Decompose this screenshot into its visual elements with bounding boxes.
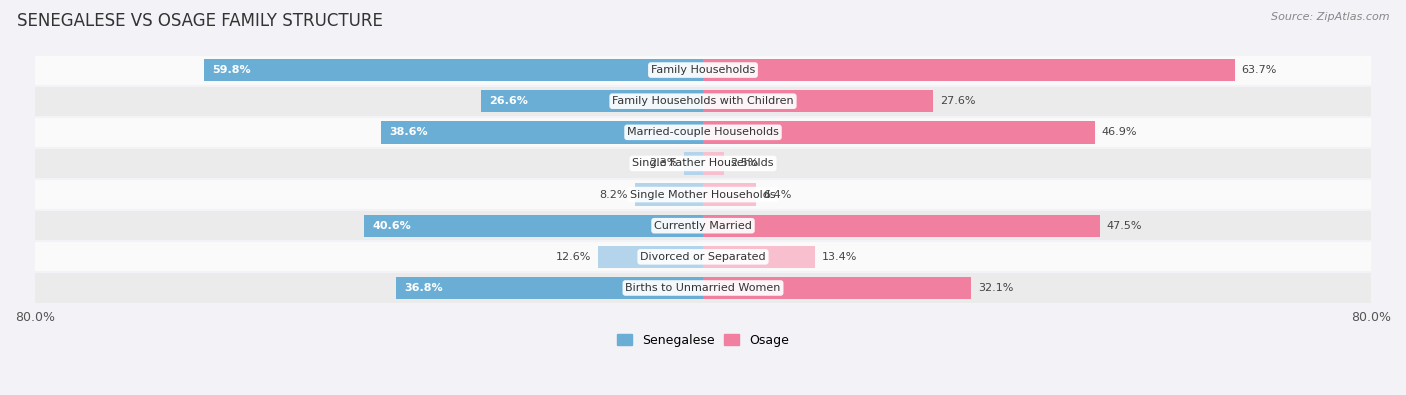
Text: SENEGALESE VS OSAGE FAMILY STRUCTURE: SENEGALESE VS OSAGE FAMILY STRUCTURE [17,12,382,30]
Bar [35,148,1371,179]
Text: Source: ZipAtlas.com: Source: ZipAtlas.com [1271,12,1389,22]
Bar [35,210,1371,241]
Bar [381,121,703,143]
Text: Family Households: Family Households [651,65,755,75]
Text: 36.8%: 36.8% [404,283,443,293]
Text: 63.7%: 63.7% [1241,65,1277,75]
Bar [703,183,756,206]
Bar [35,86,1371,117]
Bar [35,241,1371,273]
Text: Divorced or Separated: Divorced or Separated [640,252,766,262]
Text: 32.1%: 32.1% [977,283,1014,293]
Text: 27.6%: 27.6% [941,96,976,106]
Text: 46.9%: 46.9% [1101,127,1137,137]
Text: Family Households with Children: Family Households with Children [612,96,794,106]
Bar [683,152,703,175]
Bar [35,179,1371,210]
Text: 2.5%: 2.5% [731,158,759,168]
Bar [703,214,1099,237]
Bar [395,277,703,299]
Bar [364,214,703,237]
Bar [634,183,703,206]
Text: 12.6%: 12.6% [555,252,591,262]
Text: 59.8%: 59.8% [212,65,250,75]
Text: Births to Unmarried Women: Births to Unmarried Women [626,283,780,293]
Text: 47.5%: 47.5% [1107,221,1142,231]
Text: Married-couple Households: Married-couple Households [627,127,779,137]
Text: 26.6%: 26.6% [489,96,529,106]
Text: 38.6%: 38.6% [389,127,427,137]
Text: Single Father Households: Single Father Households [633,158,773,168]
Text: 6.4%: 6.4% [763,190,792,199]
Bar [35,55,1371,86]
Bar [598,246,703,268]
Legend: Senegalese, Osage: Senegalese, Osage [612,329,794,352]
Text: 13.4%: 13.4% [821,252,856,262]
Bar [35,273,1371,303]
Text: Single Mother Households: Single Mother Households [630,190,776,199]
Bar [481,90,703,113]
Bar [703,152,724,175]
Bar [703,277,972,299]
Bar [204,59,703,81]
Bar [35,117,1371,148]
Text: Currently Married: Currently Married [654,221,752,231]
Bar [703,59,1234,81]
Bar [703,90,934,113]
Text: 2.3%: 2.3% [648,158,678,168]
Bar [703,121,1095,143]
Text: 40.6%: 40.6% [373,221,411,231]
Text: 8.2%: 8.2% [599,190,628,199]
Bar [703,246,815,268]
